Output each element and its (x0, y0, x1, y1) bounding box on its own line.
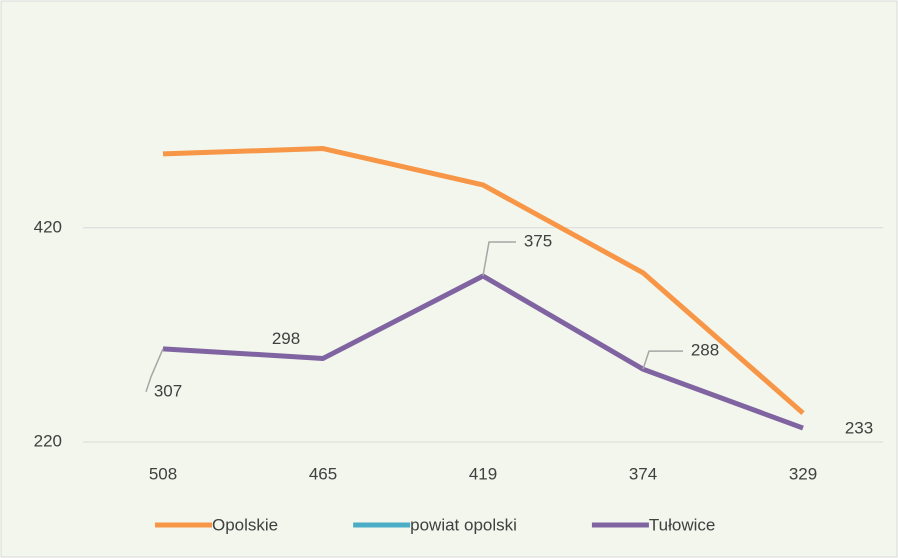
leader-line (145, 348, 164, 393)
data-label: 233 (845, 419, 873, 438)
legend-label: Tułowice (649, 515, 715, 534)
x-tick-label: 419 (469, 464, 497, 483)
leader-line (642, 350, 683, 370)
legend-label: powiat opolski (410, 515, 517, 534)
x-tick-label: 329 (789, 464, 817, 483)
data-label: 307 (154, 381, 182, 400)
x-tick-label: 465 (309, 464, 337, 483)
data-label: 288 (691, 341, 719, 360)
x-tick-label: 374 (629, 464, 657, 483)
y-tick-label: 220 (34, 431, 62, 450)
series-line (162, 146, 805, 415)
legend-label: Opolskie (212, 515, 278, 534)
y-tick-label: 420 (34, 217, 62, 236)
data-label: 375 (524, 231, 552, 250)
series-line (162, 273, 804, 431)
data-label: 298 (272, 329, 300, 348)
leader-line (482, 241, 516, 277)
x-tick-label: 508 (149, 464, 177, 483)
